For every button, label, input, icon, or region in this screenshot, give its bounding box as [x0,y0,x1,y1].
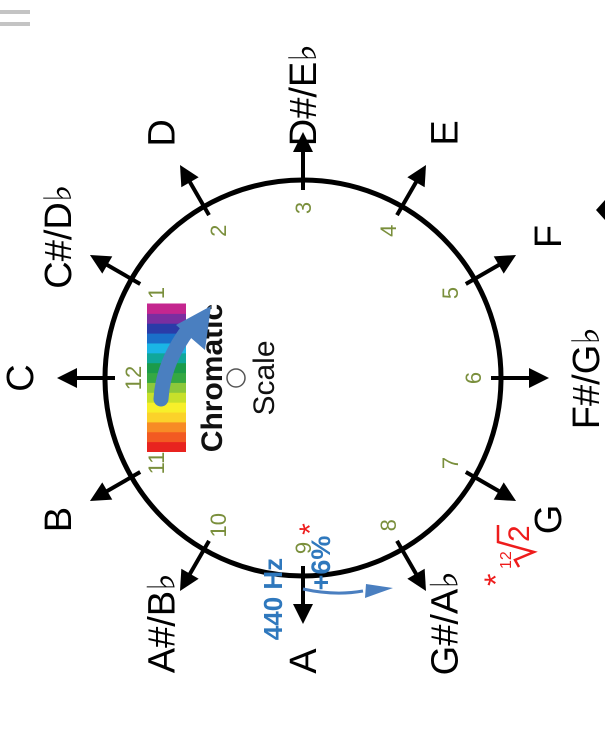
spoke-arrowhead [293,132,313,152]
semitone-step-arrow [302,584,393,598]
hamburger-menu-icon[interactable] [0,10,30,26]
footnote-asterisk: * [478,574,514,586]
note-spoke-1: C#/D♭ [38,184,142,289]
root-index: 12 [498,551,515,569]
note-label: C [0,364,42,391]
spoke-line [187,539,211,577]
note-spoke-3: D#/E♭ [283,44,325,190]
radical-sign [496,525,538,568]
position-number: 3 [291,202,316,214]
spoke-line [395,539,419,577]
note-spoke-8: G#/A♭ [395,539,467,676]
note-label: F#/G♭ [566,327,605,429]
note-label: A [283,648,325,674]
position-number: 4 [376,225,401,237]
position-number: 2 [206,225,231,237]
spoke-line [104,262,142,286]
footnote-formula: * 12 2 [478,525,538,586]
note-label: A#/B♭ [142,573,184,673]
spectrum-band [147,421,186,433]
radicand: 2 [503,525,536,542]
step-percent-label: +6% [306,536,336,591]
note-spoke-2: D [142,119,211,217]
spectrum-band [147,303,186,314]
spoke-arrowhead [407,568,426,592]
spoke-arrowhead [180,568,199,592]
note-spokes: C C#/D♭ D D#/E♭ E F F#/G♭ G G#/A♭ A A#/B♭ B [0,44,605,676]
note-spoke-0: C [0,364,115,392]
spoke-arrowhead [89,255,113,274]
spoke-arrowhead [293,604,313,624]
note-spoke-5: F [464,225,570,286]
pointer-triangle [596,200,605,220]
note-label: D [142,119,184,146]
step-asterisk: * [294,523,327,535]
position-number: 5 [438,287,463,299]
center-subtitle: Scale [248,340,281,415]
spectrum-band [147,323,186,334]
spoke-arrowhead [57,368,77,388]
note-spoke-10: A#/B♭ [142,539,211,673]
spoke-line [464,470,502,494]
note-label: G [528,505,570,535]
position-number: 8 [376,519,401,531]
spectrum-band [147,431,186,443]
note-label: B [38,507,80,532]
note-spoke-4: E [395,120,467,217]
position-number: 1 [144,287,169,299]
spectrum-band [147,441,186,452]
spoke-arrowhead [493,255,517,274]
center-dot [226,368,246,388]
reference-frequency: 440 Hz [258,558,288,640]
spoke-arrowhead [529,368,549,388]
note-spoke-9: A [283,566,325,674]
note-label: E [425,120,467,145]
note-spoke-7: G [464,470,570,535]
spectrum-band [147,313,186,324]
position-number: 9 [291,542,316,554]
note-label: D#/E♭ [283,44,325,146]
spoke-arrowhead [493,482,517,501]
spoke-arrowhead [407,164,426,188]
position-number: 12 [121,366,146,390]
spoke-arrowhead [89,482,113,501]
spectrum-band [147,412,186,423]
note-label: G#/A♭ [425,571,467,676]
note-spoke-6: F#/G♭ [491,327,605,429]
direction-arrow [153,306,211,407]
note-label: F [528,225,570,248]
spoke-arrowhead [180,164,199,188]
position-number: 10 [206,513,231,537]
position-number: 6 [461,372,486,384]
note-spoke-11: B [38,470,142,532]
position-number: 7 [438,457,463,469]
note-label: C#/D♭ [38,184,80,289]
position-number: 11 [144,452,169,475]
spoke-line [395,179,419,217]
spoke-line [187,179,211,217]
spoke-line [464,262,502,286]
spoke-line [104,470,142,494]
